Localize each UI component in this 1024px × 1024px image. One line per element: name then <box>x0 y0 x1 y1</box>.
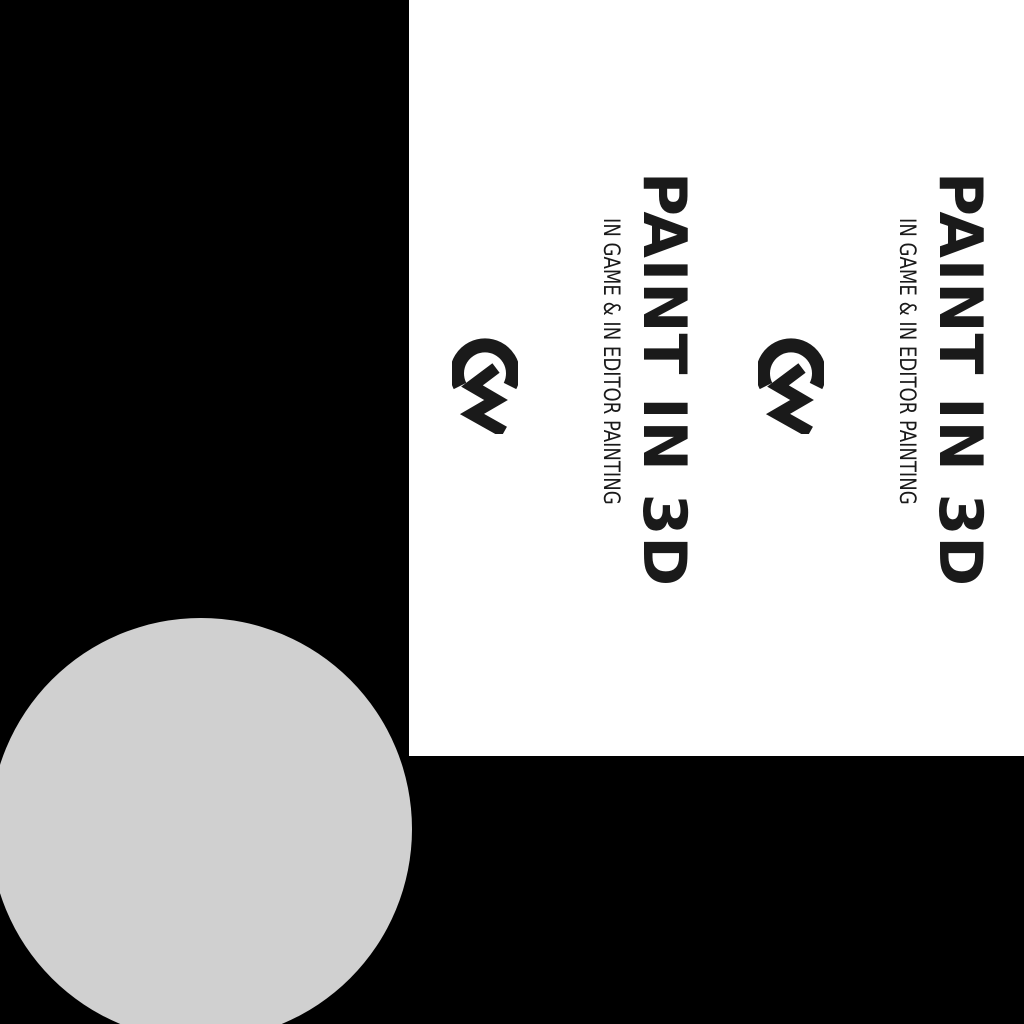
logo-subtitle: IN GAME & IN EDITOR PAINTING <box>598 218 623 505</box>
gw-logo-icon <box>758 338 824 434</box>
grey-disc <box>0 618 412 1024</box>
logo-title: PAINT IN 3D <box>629 172 699 588</box>
logo-title: PAINT IN 3D <box>925 172 995 588</box>
gw-logo-icon <box>452 338 518 434</box>
logo-subtitle: IN GAME & IN EDITOR PAINTING <box>894 218 919 505</box>
